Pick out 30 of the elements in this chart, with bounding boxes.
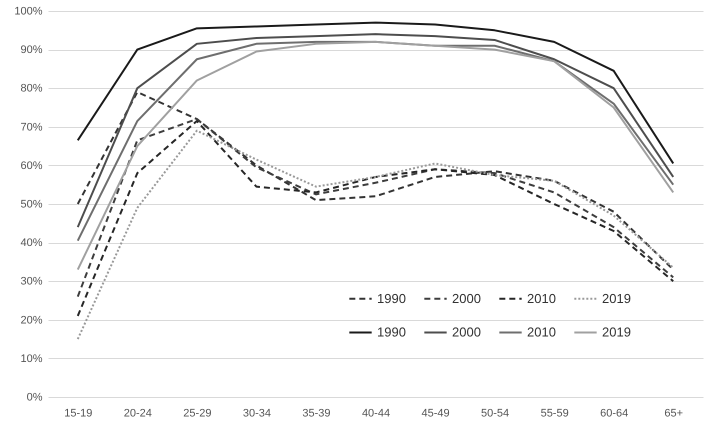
x-tick-label: 30-34 bbox=[242, 408, 271, 420]
x-tick-label: 50-54 bbox=[481, 408, 510, 420]
legend-label: 2019 bbox=[602, 324, 631, 340]
x-tick-label: 60-64 bbox=[600, 408, 628, 420]
x-tick-label: 40-44 bbox=[362, 408, 390, 420]
x-tick-label: 35-39 bbox=[302, 408, 331, 420]
legend-label: 2000 bbox=[452, 324, 481, 340]
x-tick-label: 15-19 bbox=[64, 408, 92, 420]
legend-label: 2019 bbox=[602, 290, 631, 306]
y-tick-label: 80% bbox=[20, 82, 43, 95]
y-tick-label: 60% bbox=[20, 160, 43, 172]
y-tick-label: 30% bbox=[20, 276, 43, 288]
legend-label: 1990 bbox=[377, 290, 406, 306]
x-tick-label: 55-59 bbox=[540, 408, 569, 420]
y-tick-label: 20% bbox=[20, 314, 43, 326]
x-tick-label: 20-24 bbox=[124, 408, 152, 420]
legend-label: 2010 bbox=[527, 290, 556, 306]
y-tick-label: 50% bbox=[20, 198, 43, 210]
legend-label: 1990 bbox=[377, 324, 406, 340]
y-tick-label: 100% bbox=[14, 6, 43, 18]
x-tick-label: 25-29 bbox=[183, 408, 212, 420]
y-tick-label: 40% bbox=[20, 237, 43, 250]
legend-label: 2010 bbox=[527, 324, 556, 340]
x-tick-label: 45-49 bbox=[421, 408, 450, 420]
y-tick-label: 0% bbox=[26, 392, 43, 404]
y-tick-label: 90% bbox=[20, 44, 43, 56]
x-tick-label: 65+ bbox=[664, 408, 684, 420]
y-tick-label: 70% bbox=[20, 121, 43, 134]
legend-label: 2000 bbox=[452, 290, 481, 306]
y-tick-label: 10% bbox=[20, 352, 43, 365]
